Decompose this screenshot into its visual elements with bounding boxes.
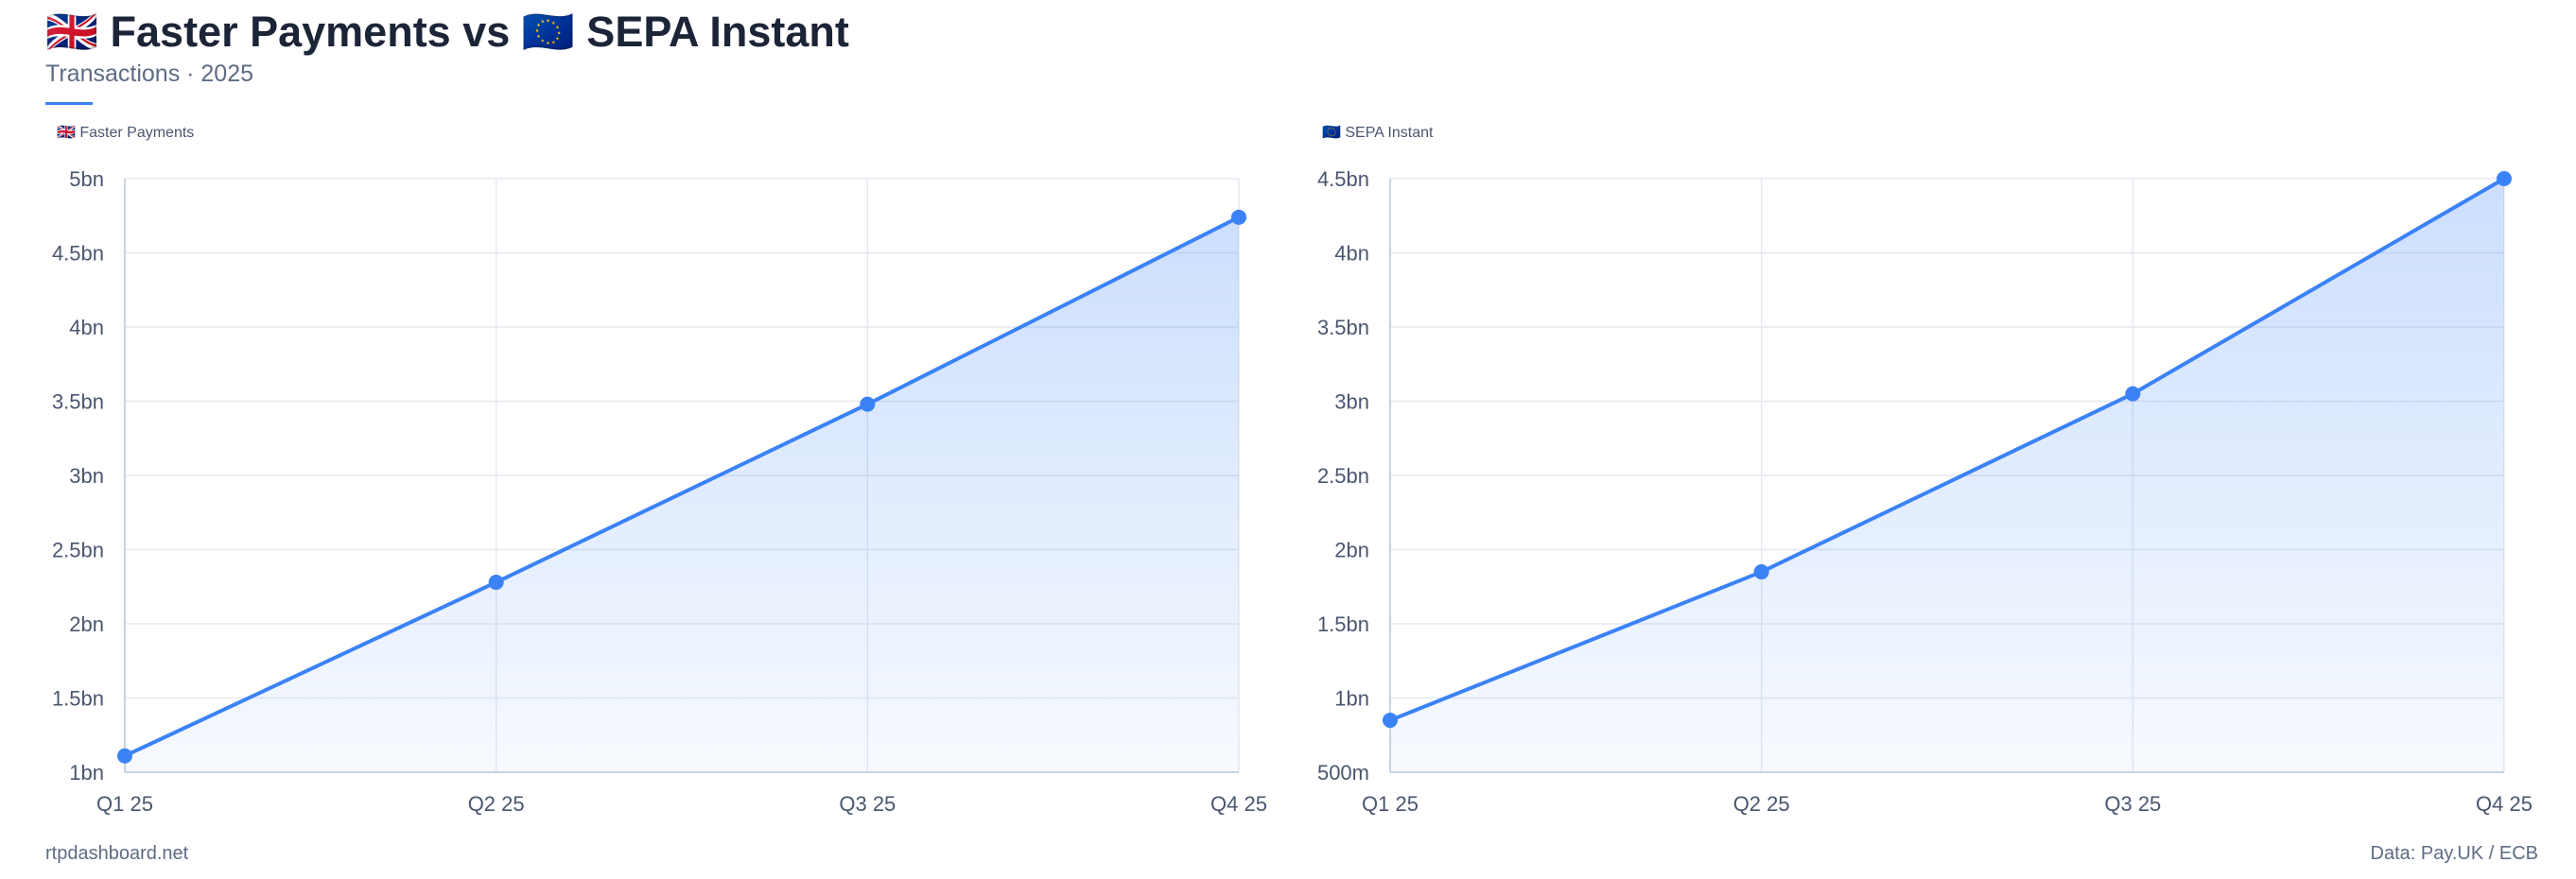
y-tick-label: 3.5bn <box>52 390 104 414</box>
x-tick-label: Q2 25 <box>1733 792 1790 816</box>
y-tick-label: 4bn <box>69 316 104 339</box>
x-tick-label: Q3 25 <box>839 792 896 816</box>
data-point <box>1231 209 1246 225</box>
y-tick-label: 2.5bn <box>1317 464 1369 488</box>
y-tick-label: 5bn <box>69 167 104 191</box>
y-tick-label: 500m <box>1317 761 1369 784</box>
x-tick-label: Q4 25 <box>1210 792 1267 816</box>
page-title: 🇬🇧 Faster Payments vs 🇪🇺 SEPA Instant <box>45 8 849 56</box>
y-tick-label: 2.5bn <box>52 539 104 562</box>
y-tick-label: 4.5bn <box>52 242 104 266</box>
data-point <box>1753 564 1769 580</box>
y-tick-label: 3.5bn <box>1317 316 1369 339</box>
data-point <box>2125 386 2141 402</box>
x-tick-label: Q4 25 <box>2476 792 2532 816</box>
y-tick-label: 1.5bn <box>52 687 104 711</box>
page-header: 🇬🇧 Faster Payments vs 🇪🇺 SEPA Instant Tr… <box>45 6 849 105</box>
y-tick-label: 2bn <box>69 612 104 636</box>
data-point <box>2497 171 2512 186</box>
data-point <box>488 575 504 591</box>
legend-label: 🇪🇺 SEPA Instant <box>1322 124 1434 141</box>
data-point <box>860 396 876 412</box>
x-tick-label: Q1 25 <box>96 792 153 816</box>
y-tick-label: 2bn <box>1334 539 1369 562</box>
footer-source: Data: Pay.UK / ECB <box>2370 843 2538 864</box>
chart-sepa-instant: 🇪🇺 SEPA Instant 500m 1bn 1.5bn 2bn 2.5bn 3bn 3.… <box>1317 124 2532 816</box>
y-tick-label: 4bn <box>1334 242 1369 266</box>
page-subtitle: Transactions · 2025 <box>45 60 254 87</box>
series-area <box>1390 179 2504 772</box>
y-tick-label: 1bn <box>69 761 104 784</box>
legend-label: 🇬🇧 Faster Payments <box>57 124 194 141</box>
series-line <box>1389 177 2506 722</box>
y-tick-label: 3bn <box>1334 390 1369 414</box>
x-tick-label: Q3 25 <box>2104 792 2161 816</box>
series-line <box>124 215 1240 758</box>
footer-site: rtpdashboard.net <box>45 843 189 864</box>
title-accent-rule <box>45 102 93 105</box>
data-point <box>117 748 132 764</box>
y-tick-label: 3bn <box>69 464 104 488</box>
y-tick-label: 1.5bn <box>1317 612 1369 636</box>
chart-faster-payments: 🇬🇧 Faster Payments 1bn 1.5bn 2bn 2.5bn 3bn 3.5… <box>52 124 1267 816</box>
data-point <box>1383 713 1398 729</box>
y-tick-label: 4.5bn <box>1317 167 1369 191</box>
x-tick-label: Q2 25 <box>468 792 525 816</box>
x-tick-label: Q1 25 <box>1362 792 1419 816</box>
y-tick-label: 1bn <box>1334 687 1369 711</box>
